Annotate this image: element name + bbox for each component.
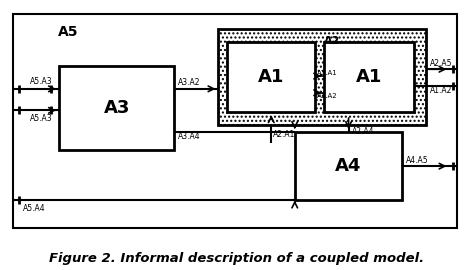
Bar bbox=[295, 132, 402, 200]
Text: A2: A2 bbox=[324, 36, 340, 46]
Text: A2.A5: A2.A5 bbox=[430, 59, 452, 68]
Bar bbox=[59, 66, 174, 150]
Text: A1.A2: A1.A2 bbox=[317, 93, 338, 99]
Text: Figure 2. Informal description of a coupled model.: Figure 2. Informal description of a coup… bbox=[49, 252, 425, 265]
Text: A5: A5 bbox=[58, 25, 79, 39]
Text: A3: A3 bbox=[103, 99, 130, 117]
Text: A2.A1: A2.A1 bbox=[273, 130, 296, 139]
Text: A1.A1: A1.A1 bbox=[317, 70, 338, 76]
Text: A5.A3: A5.A3 bbox=[29, 114, 52, 123]
Text: A5.A3: A5.A3 bbox=[29, 76, 52, 86]
Text: A3.A2: A3.A2 bbox=[178, 79, 201, 87]
Text: A2.A4: A2.A4 bbox=[352, 127, 374, 136]
Bar bbox=[219, 29, 426, 125]
Text: A4: A4 bbox=[336, 157, 362, 175]
Text: A1.A2: A1.A2 bbox=[430, 86, 452, 95]
Text: A4.A5: A4.A5 bbox=[406, 156, 429, 165]
Bar bbox=[324, 42, 414, 112]
Bar bbox=[227, 42, 315, 112]
Text: A1: A1 bbox=[356, 68, 383, 86]
Text: A1: A1 bbox=[258, 68, 284, 86]
Text: A5.A4: A5.A4 bbox=[23, 204, 46, 213]
Text: A3.A4: A3.A4 bbox=[178, 132, 201, 141]
